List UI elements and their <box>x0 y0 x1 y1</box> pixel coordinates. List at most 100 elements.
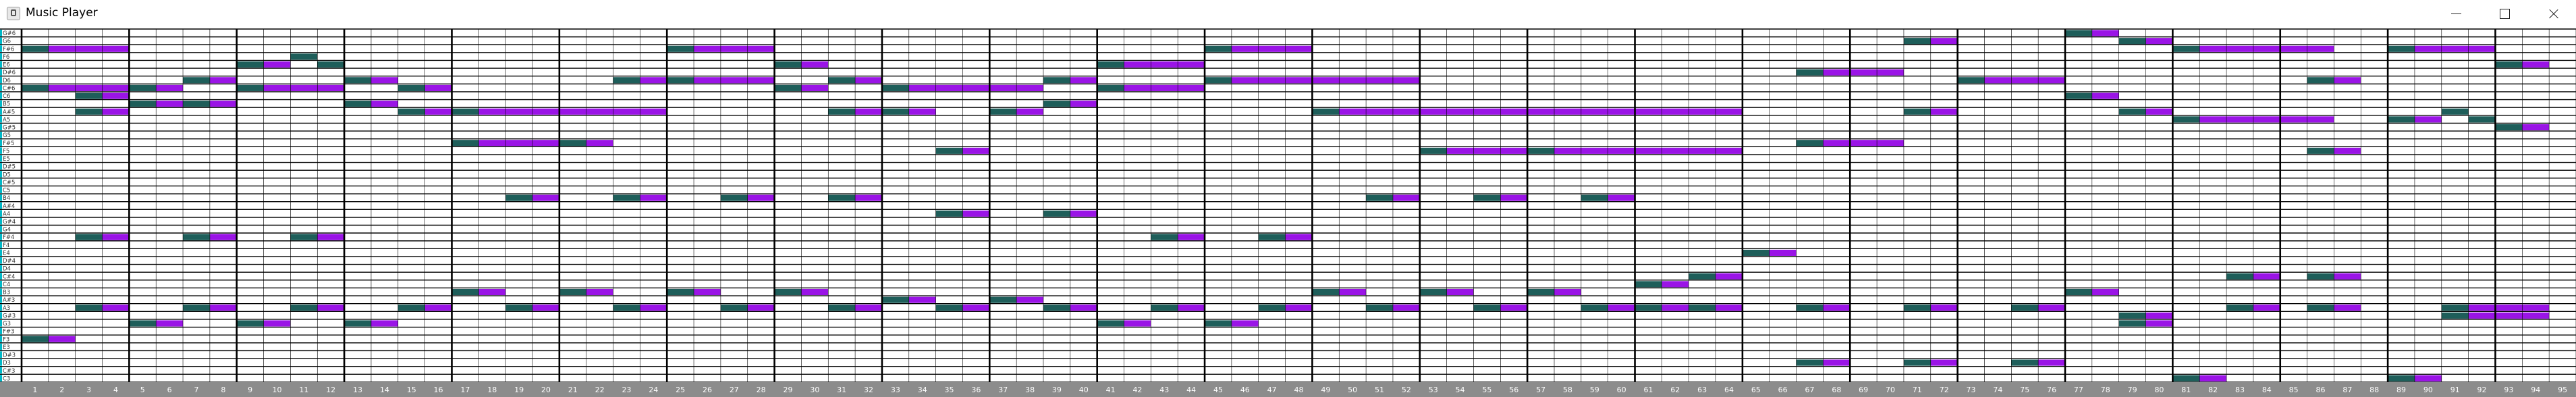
note[interactable] <box>2118 108 2173 115</box>
note[interactable] <box>2172 375 2227 381</box>
note[interactable] <box>1473 305 1528 311</box>
note[interactable] <box>1581 305 1635 311</box>
note[interactable] <box>667 288 721 296</box>
note[interactable] <box>2468 116 2496 123</box>
note[interactable] <box>2118 320 2173 327</box>
close-button[interactable] <box>2529 0 2576 27</box>
note[interactable] <box>344 101 398 107</box>
note[interactable] <box>1903 38 1958 45</box>
note[interactable] <box>129 320 184 327</box>
note[interactable] <box>1473 194 1528 201</box>
note[interactable] <box>236 84 345 91</box>
note[interactable] <box>2172 45 2334 52</box>
note[interactable] <box>317 61 345 68</box>
note[interactable] <box>613 194 667 201</box>
note[interactable] <box>881 296 936 303</box>
note[interactable] <box>989 108 1043 115</box>
piano-roll[interactable]: G#6G6F#6F6E6D#6D6C#6C6B5A#5A5G#5G5F#5F5E… <box>0 27 2576 397</box>
note[interactable] <box>1043 77 1097 84</box>
note[interactable] <box>935 305 990 311</box>
note[interactable] <box>344 320 398 327</box>
note[interactable] <box>2388 45 2496 52</box>
note[interactable] <box>1527 288 1581 296</box>
note[interactable] <box>774 61 829 68</box>
note[interactable] <box>1742 249 1797 256</box>
note[interactable] <box>1796 69 1904 76</box>
note[interactable] <box>2172 116 2334 123</box>
note[interactable] <box>2065 92 2119 99</box>
note[interactable] <box>2441 312 2550 319</box>
note[interactable] <box>1205 45 1313 52</box>
note[interactable] <box>505 305 559 311</box>
note[interactable] <box>290 53 318 60</box>
note[interactable] <box>2307 273 2361 280</box>
note[interactable] <box>559 288 613 296</box>
note[interactable] <box>1796 140 1904 147</box>
note[interactable] <box>1151 305 1205 311</box>
note[interactable] <box>2065 30 2119 36</box>
note[interactable] <box>1957 77 2065 84</box>
note[interactable] <box>1043 101 1097 107</box>
note[interactable] <box>1689 273 1743 280</box>
note[interactable] <box>2011 359 2065 366</box>
note[interactable] <box>1635 305 1689 311</box>
note[interactable] <box>183 305 237 311</box>
note[interactable] <box>75 305 130 311</box>
note[interactable] <box>1796 305 1851 311</box>
note[interactable] <box>1366 305 1420 311</box>
note[interactable] <box>1581 194 1635 201</box>
note[interactable] <box>1903 108 1958 115</box>
note[interactable] <box>1043 210 1097 217</box>
note[interactable] <box>2441 305 2550 311</box>
note[interactable] <box>2307 77 2361 84</box>
note[interactable] <box>398 305 452 311</box>
minimize-button[interactable] <box>2432 0 2480 27</box>
note[interactable] <box>935 210 990 217</box>
note[interactable] <box>2388 375 2442 381</box>
note[interactable] <box>129 101 184 107</box>
note[interactable] <box>1419 147 1528 154</box>
note[interactable] <box>935 147 990 154</box>
note[interactable] <box>236 61 291 68</box>
note[interactable] <box>22 84 130 91</box>
note[interactable] <box>1258 305 1313 311</box>
note[interactable] <box>1366 194 1420 201</box>
note[interactable] <box>828 77 882 84</box>
note[interactable] <box>75 108 130 115</box>
note[interactable] <box>451 288 506 296</box>
note[interactable] <box>129 84 184 91</box>
note[interactable] <box>989 296 1043 303</box>
note[interactable] <box>1258 234 1313 240</box>
note[interactable] <box>236 320 291 327</box>
note[interactable] <box>1205 77 1420 84</box>
note[interactable] <box>22 336 76 342</box>
note[interactable] <box>1635 281 1689 288</box>
note[interactable] <box>183 234 237 240</box>
note[interactable] <box>75 234 130 240</box>
note[interactable] <box>774 84 829 91</box>
note[interactable] <box>505 194 559 201</box>
note[interactable] <box>2011 305 2065 311</box>
note[interactable] <box>451 108 667 115</box>
note[interactable] <box>1527 147 1743 154</box>
note[interactable] <box>1312 288 1367 296</box>
note[interactable] <box>667 45 775 52</box>
note[interactable] <box>1903 305 1958 311</box>
note[interactable] <box>1312 108 1743 115</box>
note[interactable] <box>2065 288 2119 296</box>
note[interactable] <box>2226 305 2280 311</box>
note[interactable] <box>881 108 936 115</box>
note[interactable] <box>613 305 667 311</box>
note[interactable] <box>1097 320 1151 327</box>
note[interactable] <box>1097 61 1205 68</box>
note[interactable] <box>398 108 452 115</box>
note[interactable] <box>2388 116 2442 123</box>
note[interactable] <box>183 77 237 84</box>
note[interactable] <box>1419 288 1474 296</box>
note[interactable] <box>559 140 613 147</box>
note[interactable] <box>881 84 1043 91</box>
note[interactable] <box>2118 312 2173 319</box>
note[interactable] <box>667 77 775 84</box>
note[interactable] <box>398 84 452 91</box>
note[interactable] <box>290 305 345 311</box>
